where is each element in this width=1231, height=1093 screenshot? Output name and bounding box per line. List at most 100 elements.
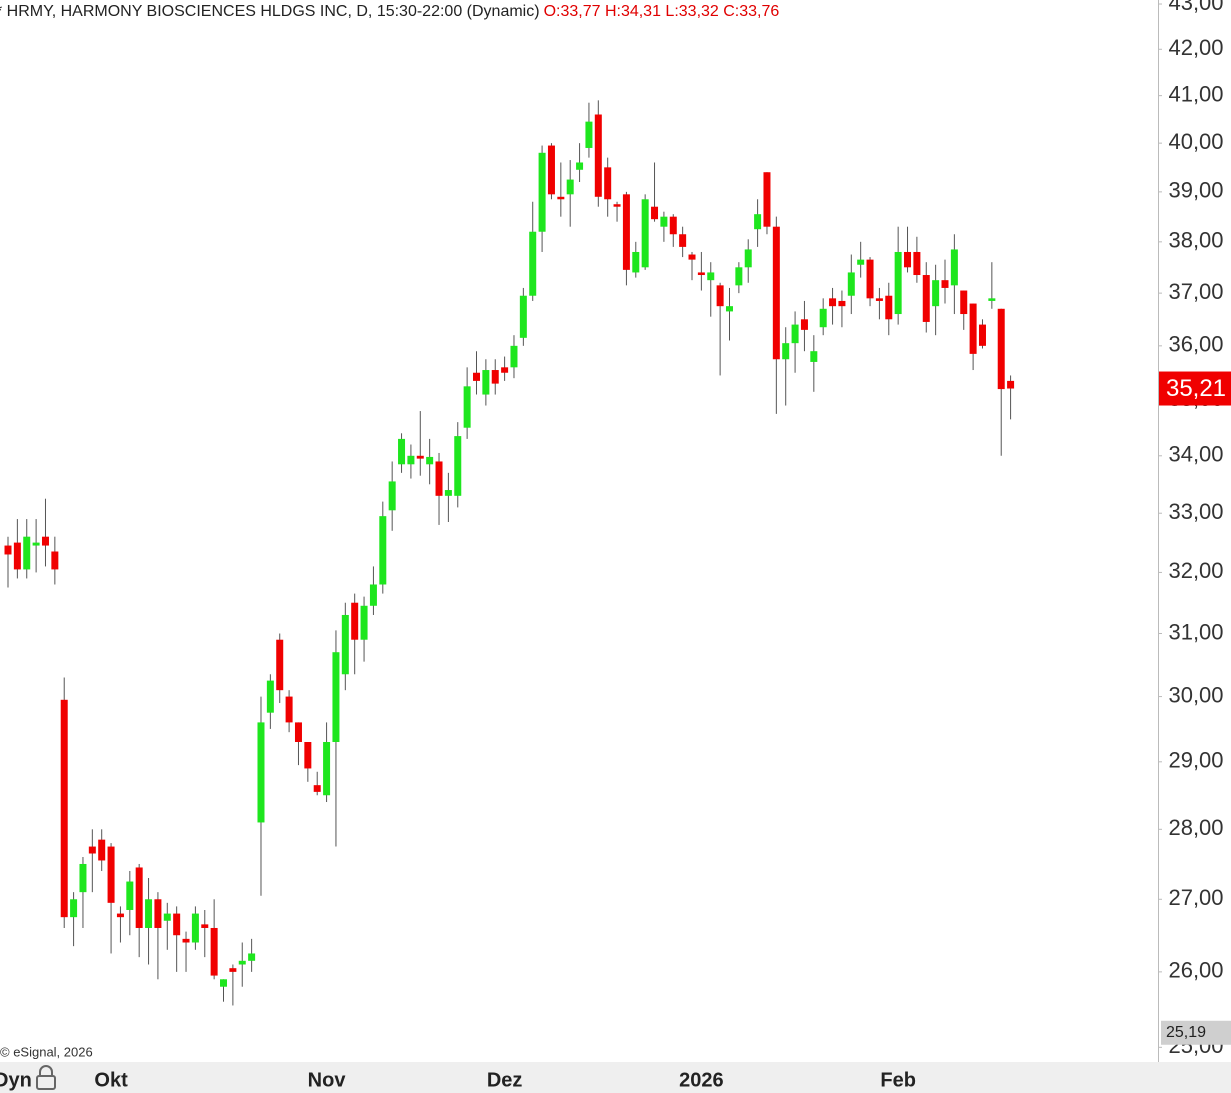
x-tick-label: Nov — [308, 1069, 347, 1091]
candle-body — [60, 699, 68, 918]
candle-body — [857, 259, 865, 265]
candle-body — [997, 308, 1005, 390]
candle-body — [294, 722, 302, 743]
last-price-label: 35,21 — [1166, 375, 1226, 402]
candle-body — [360, 605, 368, 640]
candle-body — [622, 194, 630, 270]
candle-body — [154, 899, 162, 928]
y-tick-label: 40,00 — [1168, 129, 1223, 154]
candle-body — [604, 167, 612, 200]
y-tick-label: 37,00 — [1168, 279, 1223, 304]
candle-body — [501, 367, 509, 373]
candle-body — [107, 846, 115, 903]
plot — [4, 100, 1015, 1006]
y-tick-label: 38,00 — [1168, 228, 1223, 253]
y-tick-label: 36,00 — [1168, 332, 1223, 357]
candle-body — [819, 308, 827, 328]
candle-body — [613, 204, 621, 207]
candle-body — [407, 455, 415, 465]
candle-body — [351, 602, 359, 640]
candle-body — [660, 216, 668, 227]
candle-body — [988, 298, 996, 301]
lock-shackle — [39, 1065, 53, 1076]
candle-body — [1007, 380, 1015, 389]
candle-body — [810, 351, 818, 362]
candle-body — [829, 298, 837, 307]
lock-body — [36, 1075, 56, 1090]
candle-body — [969, 303, 977, 354]
candle-body — [894, 251, 902, 315]
y-tick-label: 30,00 — [1168, 682, 1223, 707]
candle-body — [32, 542, 40, 546]
candle-body — [538, 152, 546, 232]
candle-body — [547, 145, 555, 195]
candle-body — [491, 370, 499, 384]
candle-body — [13, 542, 21, 570]
candle-body — [285, 696, 293, 723]
mode-label[interactable]: Dyn — [0, 1069, 32, 1091]
candle-body — [323, 742, 331, 796]
candle-body — [51, 551, 59, 570]
copyright: © eSignal, 2026 — [0, 1044, 93, 1059]
candle-body — [435, 461, 443, 496]
candle-body — [444, 490, 452, 496]
candle-body — [98, 839, 106, 861]
last-price-box — [1159, 371, 1231, 406]
candle-body — [145, 899, 153, 928]
candle-body — [669, 216, 677, 235]
candle-body — [313, 785, 321, 792]
candle-body — [116, 913, 124, 918]
candle-body — [463, 386, 471, 428]
y-tick-label: 32,00 — [1168, 558, 1223, 583]
candle-body — [782, 343, 790, 360]
candle-body — [426, 456, 434, 465]
candle-body — [229, 968, 237, 972]
candle-body — [529, 231, 537, 296]
candle-body — [960, 290, 968, 315]
candle-body — [950, 249, 958, 286]
y-tick-label: 41,00 — [1168, 81, 1223, 106]
candle-body — [482, 370, 490, 395]
candle-body — [688, 254, 696, 260]
y-tick-label: 42,00 — [1168, 35, 1223, 60]
candle-body — [913, 251, 921, 276]
candle-body — [763, 172, 771, 227]
candle-body — [716, 285, 724, 307]
candle-body — [276, 639, 284, 691]
candle-body — [885, 295, 893, 320]
y-tick-label: 26,00 — [1168, 958, 1223, 983]
candle-body — [369, 584, 377, 606]
candle-body — [257, 722, 265, 823]
candle-body — [201, 924, 209, 928]
candle-body — [632, 251, 640, 273]
candle-body — [922, 275, 930, 322]
candle-body — [182, 938, 190, 943]
y-tick-label: 39,00 — [1168, 178, 1223, 203]
candle-body — [126, 881, 134, 910]
candle-body — [904, 251, 912, 268]
candle-body — [754, 214, 762, 230]
lock-icon[interactable] — [36, 1065, 56, 1090]
candle-body — [707, 272, 715, 281]
ohlc-readout: O:33,77 H:34,31 L:33,32 C:33,76 — [544, 3, 780, 20]
candle-body — [398, 438, 406, 465]
x-tick-label: Okt — [94, 1069, 128, 1091]
candle-body — [651, 206, 659, 220]
candle-body — [173, 913, 181, 936]
x-tick-label: Feb — [880, 1069, 916, 1091]
candle-body — [191, 913, 199, 943]
candle-body — [248, 953, 256, 961]
candle-body — [41, 536, 49, 546]
candle-body — [725, 306, 733, 312]
candle-body — [735, 267, 743, 286]
candle-body — [847, 272, 855, 296]
candle-body — [70, 899, 78, 918]
time-axis-bar — [0, 1062, 1231, 1093]
candle-body — [679, 234, 687, 247]
candle-body — [135, 867, 143, 928]
candle-body — [566, 179, 574, 195]
candle-body — [585, 121, 593, 148]
candle-body — [791, 324, 799, 344]
